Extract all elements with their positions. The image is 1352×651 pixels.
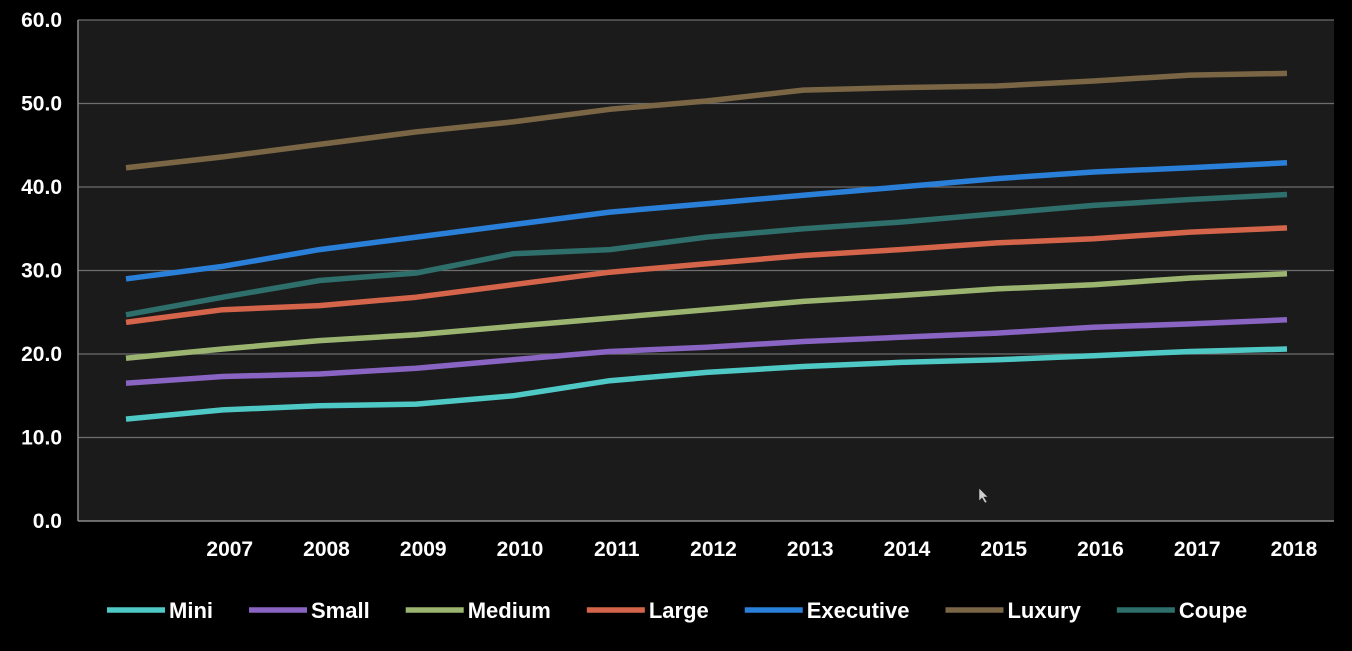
x-tick-label: 2017 bbox=[1174, 538, 1221, 561]
series-line-mini bbox=[125, 346, 1288, 422]
legend-label: Small bbox=[311, 598, 370, 623]
axes bbox=[77, 20, 1334, 522]
y-tick-label: 10.0 bbox=[21, 427, 62, 450]
x-tick-label: 2007 bbox=[206, 538, 253, 561]
x-axis-tick-labels: 2007 2008 2009 2010 2011 2012 2013 2014 2015 2016… bbox=[206, 538, 1317, 561]
legend-label: Large bbox=[649, 598, 709, 623]
y-tick-label: 0.0 bbox=[33, 510, 62, 533]
y-tick-label: 60.0 bbox=[21, 9, 62, 32]
y-tick-label: 40.0 bbox=[21, 176, 62, 199]
series-line-executive bbox=[125, 160, 1288, 282]
series-line-coupe bbox=[125, 191, 1288, 318]
x-tick-label: 2011 bbox=[594, 538, 640, 561]
grid-lines bbox=[78, 19, 1334, 439]
legend-item-large: Large bbox=[586, 598, 709, 623]
series-line-small bbox=[125, 317, 1288, 386]
series-line-medium bbox=[125, 271, 1288, 361]
legend-item-medium: Medium bbox=[405, 598, 551, 623]
legend-label: Luxury bbox=[1007, 598, 1081, 623]
x-tick-label: 2012 bbox=[690, 538, 737, 561]
legend-label: Medium bbox=[468, 598, 551, 623]
y-tick-label: 30.0 bbox=[21, 260, 62, 283]
series-line-large bbox=[125, 225, 1288, 326]
x-tick-label: 2015 bbox=[980, 538, 1027, 561]
x-tick-label: 2009 bbox=[400, 538, 447, 561]
x-tick-label: 2018 bbox=[1271, 538, 1318, 561]
y-tick-label: 20.0 bbox=[21, 343, 62, 366]
series-line-luxury bbox=[125, 70, 1288, 171]
x-tick-label: 2010 bbox=[497, 538, 544, 561]
x-tick-label: 2014 bbox=[884, 538, 931, 561]
legend-item-small: Small bbox=[249, 598, 370, 623]
series-lines bbox=[125, 70, 1288, 422]
legend-label: Mini bbox=[169, 598, 213, 623]
y-tick-label: 50.0 bbox=[21, 93, 62, 116]
legend-item-mini: Mini bbox=[107, 598, 213, 623]
legend-label: Executive bbox=[807, 598, 910, 623]
x-tick-label: 2016 bbox=[1077, 538, 1124, 561]
legend-item-luxury: Luxury bbox=[945, 598, 1082, 623]
x-tick-label: 2013 bbox=[787, 538, 834, 561]
x-tick-label: 2008 bbox=[303, 538, 350, 561]
legend: Mini Small Medium Large Executive Luxury Coupe bbox=[107, 598, 1247, 623]
legend-item-coupe: Coupe bbox=[1116, 598, 1247, 623]
mouse-cursor-icon bbox=[978, 487, 989, 504]
legend-item-executive: Executive bbox=[744, 598, 910, 623]
legend-label: Coupe bbox=[1179, 598, 1247, 623]
y-axis-tick-labels: 0.0 10.0 20.0 30.0 40.0 50.0 60.0 bbox=[21, 9, 62, 533]
